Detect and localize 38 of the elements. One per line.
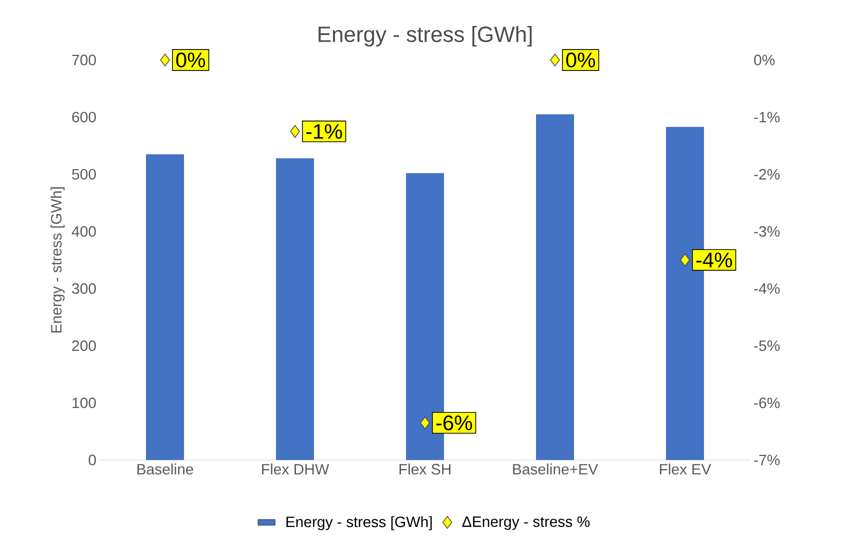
data-label: 0%: [176, 52, 206, 68]
point: [680, 254, 690, 266]
y2-tick-label: 0%: [754, 54, 775, 66]
legend-label: Energy - stress [GWh]: [286, 516, 432, 530]
y2-tick-label: -5%: [754, 340, 780, 351]
legend-label: ΔEnergy - stress %: [462, 516, 590, 530]
y-tick-label: 200: [72, 340, 96, 352]
y-tick-label: 500: [72, 168, 96, 180]
y2-tick-label: -2%: [754, 168, 780, 180]
y2-tick-label: -3%: [754, 226, 780, 237]
data-label: -1%: [306, 124, 342, 139]
data-label: -6%: [436, 415, 472, 430]
x-tick-label: Flex DHW: [262, 464, 330, 475]
x-tick-label: Baseline+EV: [513, 464, 598, 475]
y-tick-label: 400: [72, 226, 96, 237]
y-tick-label: 100: [72, 398, 96, 408]
y-tick-label: 700: [72, 54, 96, 66]
y2-tick-label: -7%: [754, 454, 780, 466]
y-tick-label: 600: [72, 112, 96, 122]
chart-title: Energy - stress [GWh]: [318, 26, 532, 46]
y2-tick-label: -4%: [754, 283, 780, 294]
bar: [536, 114, 574, 460]
y-tick-label: 0: [88, 454, 96, 466]
point: [290, 125, 300, 138]
bar: [146, 154, 184, 460]
point: [550, 54, 560, 66]
point: [160, 54, 170, 66]
y-axis-title: Energy - stress [GWh]: [50, 187, 65, 333]
data-label: -4%: [696, 252, 732, 268]
y2-tick-label: -6%: [754, 398, 780, 408]
data-label: 0%: [566, 52, 595, 68]
bar: [276, 158, 314, 460]
y2-tick-label: -1%: [754, 112, 780, 122]
x-tick-label: Flex SH: [400, 464, 450, 475]
x-tick-label: Baseline: [137, 464, 194, 475]
point: [420, 416, 430, 430]
y-tick-label: 300: [72, 283, 96, 294]
x-tick-label: Flex EV: [660, 464, 712, 475]
